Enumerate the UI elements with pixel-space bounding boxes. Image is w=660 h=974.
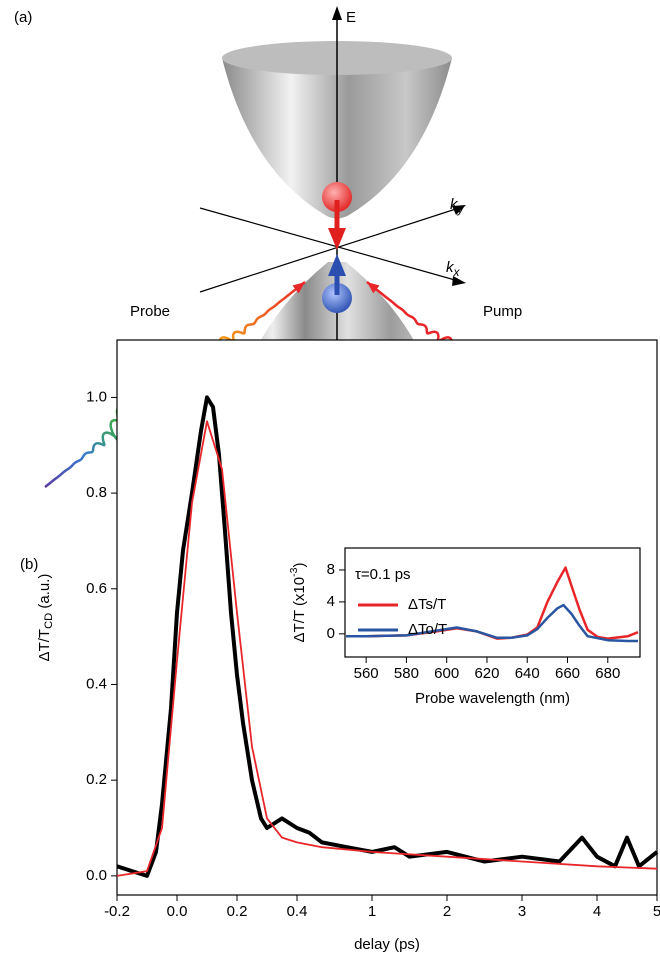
kx-axis — [199, 207, 463, 283]
panel-label: (a) — [14, 9, 32, 26]
y-tick-label: 0.0 — [86, 867, 107, 884]
x-tick-label: -0.2 — [104, 903, 130, 920]
axis-label: kx — [446, 259, 461, 279]
data-line — [346, 603, 638, 643]
axis-label: ky — [450, 196, 465, 216]
probe-label: Probe — [130, 303, 170, 320]
y-tick-label: 8 — [327, 561, 335, 578]
x-tick-label: 660 — [555, 665, 580, 682]
x-tick-label: 0.4 — [287, 903, 308, 920]
label-main: ΔT/T — [36, 629, 53, 662]
arrowhead — [328, 228, 346, 250]
data-line — [116, 420, 658, 877]
x-tick-label: 2 — [443, 903, 451, 920]
ky-axis — [199, 206, 463, 293]
y-tick-label: 1.0 — [86, 388, 107, 405]
axis-label: ΔT/T (x10-3) — [288, 563, 308, 643]
symbol: k — [450, 196, 459, 213]
legend-label: ΔTo/T — [408, 621, 447, 638]
y-tick-label: 0.6 — [86, 580, 107, 597]
x-tick-label: 0.2 — [227, 903, 248, 920]
panel-b: 0.0 0.2 0.4 0.6 0.8 1.0 -0.2 0.0 0.2 0.4 1 2 3 4 5 dela… — [36, 339, 660, 953]
legend-label: ΔTs/T — [408, 596, 446, 613]
x-tick-label: 640 — [515, 665, 540, 682]
x-tick-label: 5 — [653, 903, 660, 920]
x-tick-label: 0.0 — [167, 903, 188, 920]
label-sub: CD — [43, 613, 55, 629]
label-rest: (a.u.) — [36, 574, 53, 613]
y-tick-label: 4 — [327, 593, 335, 610]
y-tick-label: 0.2 — [86, 771, 107, 788]
x-tick-label: 580 — [394, 665, 419, 682]
x-axis-label: Probe wavelength (nm) — [415, 690, 570, 707]
x-tick-label: 600 — [434, 665, 459, 682]
x-tick-label: 4 — [593, 903, 601, 920]
arrowhead — [292, 282, 305, 294]
x-tick-label: 680 — [595, 665, 620, 682]
electron — [322, 182, 352, 212]
annotation: τ=0.1 ps — [355, 566, 411, 583]
plot-frame — [344, 547, 641, 658]
subscript: x — [453, 265, 461, 279]
pump-label: Pump — [483, 303, 522, 320]
x-tick-label: 560 — [354, 665, 379, 682]
data-line — [116, 395, 659, 878]
arrowhead — [367, 282, 380, 294]
arrowhead — [452, 205, 466, 215]
axis-label: ΔT/TCD (a.u.) — [36, 574, 55, 662]
x-tick-label: 1 — [368, 903, 376, 920]
x-axis-label: delay (ps) — [354, 936, 420, 953]
symbol: k — [446, 259, 455, 276]
label-rest: ) — [291, 563, 308, 568]
y-tick-label: 0.4 — [86, 675, 107, 692]
x-tick-label: 620 — [474, 665, 499, 682]
panel-label: (b) — [20, 556, 38, 573]
label-main: ΔT/T (x10 — [291, 577, 308, 643]
label-sup: -3 — [288, 567, 300, 576]
hole — [322, 283, 352, 313]
x-tick-label: 3 — [518, 903, 526, 920]
arrowhead — [452, 276, 466, 286]
axis-label: E — [346, 9, 356, 26]
y-tick-label: 0 — [327, 625, 335, 642]
arrowhead — [328, 254, 346, 276]
arrowhead — [332, 6, 342, 20]
y-tick-label: 0.8 — [86, 484, 107, 501]
subscript: y — [457, 202, 465, 216]
